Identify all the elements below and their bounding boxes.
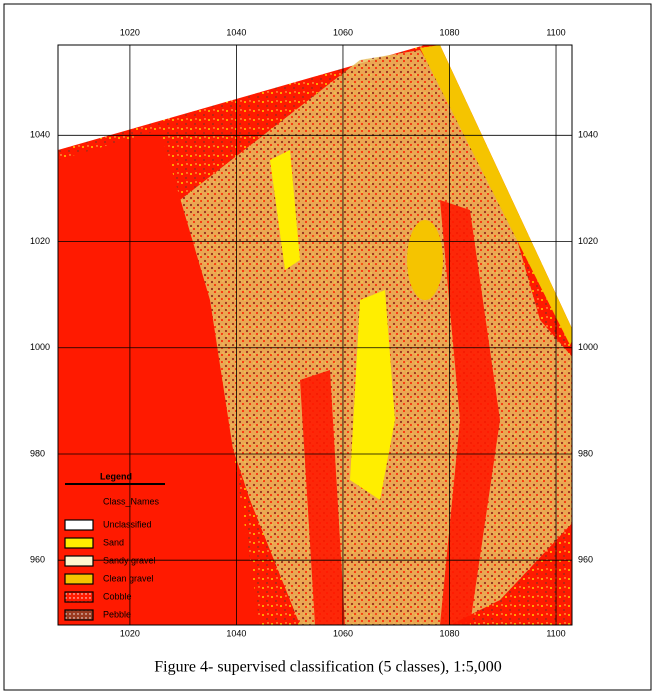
x-tick-label: 1080 [439,628,459,638]
x-tick-label: 1020 [120,27,140,37]
legend-swatch [65,574,93,584]
legend-label: Pebble [103,609,131,619]
x-tick-label: 1100 [546,628,565,638]
legend-label: Sandy gravel [103,555,156,565]
x-tick-label: 1040 [226,27,246,37]
y-tick-label: 1020 [30,236,50,246]
legend-label: Unclassified [103,519,152,529]
legend-swatch [65,538,93,548]
legend-label: Sand [103,537,124,547]
y-tick-label: 1020 [578,236,598,246]
legend-title: Legend [100,471,132,481]
y-tick-label: 980 [30,448,45,458]
x-tick-label: 1020 [120,628,140,638]
legend-swatch [65,556,93,566]
caption: Figure 4- supervised classification (5 c… [154,659,501,676]
legend-subtitle: Class_Names [103,496,160,506]
y-tick-label: 960 [30,555,45,565]
legend-swatch [65,610,93,620]
y-tick-label: 1040 [30,130,50,140]
legend-label: Clean gravel [103,573,154,583]
y-tick-label: 980 [578,448,593,458]
legend-swatch [65,520,93,530]
x-tick-label: 1100 [546,27,565,37]
legend-swatch [65,592,93,602]
figure: Figure 4- supervised classification (5 c… [0,0,656,695]
y-tick-label: 1000 [578,342,598,352]
legend-label: Cobble [103,591,132,601]
y-tick-label: 1000 [30,342,50,352]
y-tick-label: 1040 [578,130,598,140]
x-tick-label: 1060 [333,628,353,638]
x-tick-label: 1080 [439,27,459,37]
x-tick-label: 1040 [226,628,246,638]
classified-image [58,45,575,625]
y-tick-label: 960 [578,555,593,565]
x-tick-label: 1060 [333,27,353,37]
